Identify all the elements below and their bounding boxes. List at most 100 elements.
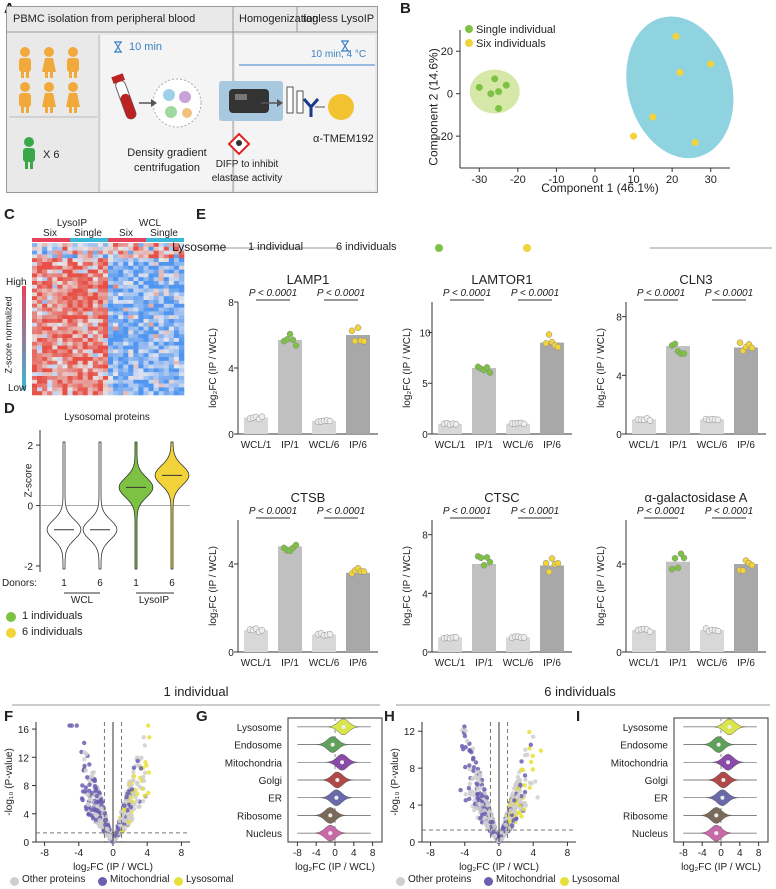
heat-cell [102,319,109,324]
heat-cell [52,360,58,365]
heat-cell [133,368,139,373]
heat-cell [148,349,154,354]
bar [734,564,758,652]
y-axis-label: log₂FC (IP / WCL) [208,328,219,408]
heat-cell [123,330,129,335]
heat-cell [133,353,139,358]
heat-cell [128,292,134,297]
heat-cell [153,246,159,251]
heat-cell [87,258,94,263]
bar-chart-title: CTSB [291,490,326,505]
heat-cell [123,372,129,377]
heat-cell [173,353,180,358]
heat-cell [173,391,180,396]
heat-cell [163,300,170,305]
p-value-label: P < 0.0001 [705,288,753,299]
heat-cell [62,311,68,316]
heat-cell [163,315,170,320]
heat-cell [158,353,165,358]
heat-cell [87,326,94,331]
heat-cell [178,265,185,270]
heat-cell [82,349,89,354]
heat-cell [143,284,149,289]
heat-cell [42,357,48,362]
heat-cell [92,338,99,343]
heat-cell [123,300,129,305]
x-tick-label: 4 [351,848,357,859]
heat-cell [82,303,89,308]
heat-cell [113,311,119,316]
heat-cell [138,353,144,358]
heat-cell [143,345,149,350]
heat-cell [108,258,114,263]
heat-cell [128,326,134,331]
data-point [668,565,676,573]
x-tick-label: -4 [312,848,321,859]
heat-cell [158,273,165,278]
heat-cell [77,288,83,293]
y-tick-label: 20 [441,46,453,58]
heat-cell [118,300,124,305]
heat-cell [92,330,99,335]
heat-cell [92,303,99,308]
heat-cell [143,349,149,354]
heat-cell [92,246,99,251]
heat-cell [82,334,89,339]
heat-cell [133,326,139,331]
heat-cell [143,322,149,327]
heat-cell [173,322,180,327]
heat-cell [37,368,43,373]
heat-cell [178,349,185,354]
heat-cell [138,379,144,384]
heat-cell [148,341,154,346]
heat-cell [168,376,175,381]
heat-cell [82,345,89,350]
heat-cell [77,383,83,388]
heat-cell [52,334,58,339]
heat-cell [118,243,124,248]
heat-cell [77,322,83,327]
x-tick-label: -20 [510,174,526,186]
heat-cell [113,243,119,248]
compartment-violin [683,754,757,771]
heat-cell [77,300,83,305]
heat-cell [32,296,38,301]
data-point [292,541,300,549]
heat-cell [97,303,104,308]
heat-cell [128,315,134,320]
heat-cell [143,258,149,263]
heat-cell [108,330,114,335]
heat-cell [123,269,129,274]
volcano-point [475,785,480,791]
heat-cell [87,300,94,305]
heat-cell [163,349,170,354]
heat-cell [42,322,48,327]
data-point [289,336,297,344]
heat-cell [92,258,99,263]
heat-cell [113,319,119,324]
heat-cell [97,391,104,396]
heat-cell [173,307,180,312]
heat-cell [123,379,129,384]
heat-cell [97,315,104,320]
heat-cell [163,360,170,365]
heat-cell [143,338,149,343]
heat-cell [87,391,94,396]
heat-cell [72,379,78,384]
heat-cell [52,292,58,297]
heat-cell [62,277,68,282]
heat-cell [92,326,99,331]
y-axis-label: -log₁₀ (P-value) [4,748,15,816]
heat-cell [97,330,104,335]
y-tick-label: 8 [616,313,622,324]
heat-cell [118,345,124,350]
heat-cell [72,383,78,388]
heat-cell [158,364,165,369]
heat-cell [97,277,104,282]
heat-cell [47,288,53,293]
volcano-point [528,742,534,747]
heat-cell [133,300,139,305]
e-header-rule [200,244,772,252]
heat-cell [108,265,114,270]
heat-cell [62,300,68,305]
